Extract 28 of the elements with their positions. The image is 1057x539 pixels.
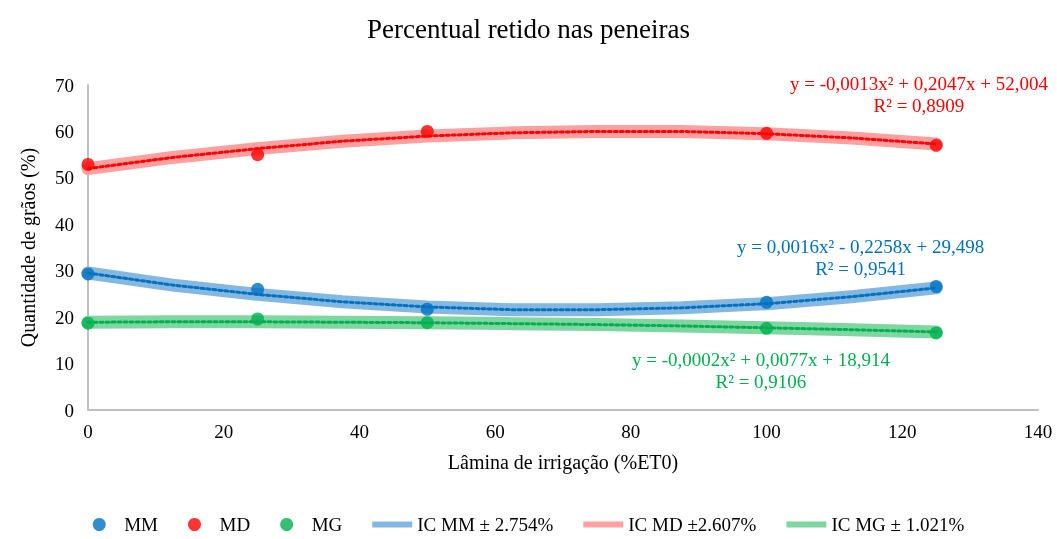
x-tick-label: 40 (349, 421, 369, 442)
chart-title: Percentual retido nas peneiras (366, 13, 691, 44)
y-tick-label: 0 (64, 399, 74, 421)
x-tick-label: 20 (214, 421, 234, 442)
legend-label: MD (219, 514, 251, 535)
x-tick-label: 120 (888, 421, 917, 442)
y-tick-label: 20 (55, 306, 74, 328)
legend-label: IC MG ± 1.021% (831, 514, 965, 535)
legend-label: MG (311, 514, 343, 535)
x-tick-label: 60 (485, 421, 505, 442)
annotation: y = -0,0013x² + 0,2047x + 52,004 R² = 0,8909 (790, 72, 1049, 116)
x-tick-label: 100 (752, 421, 781, 442)
legend-label: IC MM ± 2.754% (417, 514, 554, 535)
y-tick-label: 70 (55, 74, 74, 96)
y-tick-label: 40 (55, 213, 74, 235)
x-tick-label: 80 (621, 421, 641, 442)
y-axis-title: Quantidade de grãos (%) (17, 147, 40, 348)
annotation: y = 0,0016x² - 0,2258x + 29,498 R² = 0,9541 (736, 235, 985, 279)
annotation: y = -0,0002x² + 0,0077x + 18,914 R² = 0,9106 (632, 348, 891, 392)
x-tick-label: 0 (83, 421, 93, 442)
y-tick-label: 60 (55, 120, 74, 142)
legend-label: MM (124, 514, 159, 535)
y-tick-label: 50 (55, 167, 74, 189)
legend-label: IC MD ±2.607% (628, 514, 757, 535)
y-tick-label: 30 (55, 260, 74, 282)
x-axis-title: Lâmina de irrigação (%ET0) (447, 451, 679, 474)
y-tick-label: 10 (55, 353, 74, 375)
x-tick-label: 140 (1023, 421, 1053, 442)
